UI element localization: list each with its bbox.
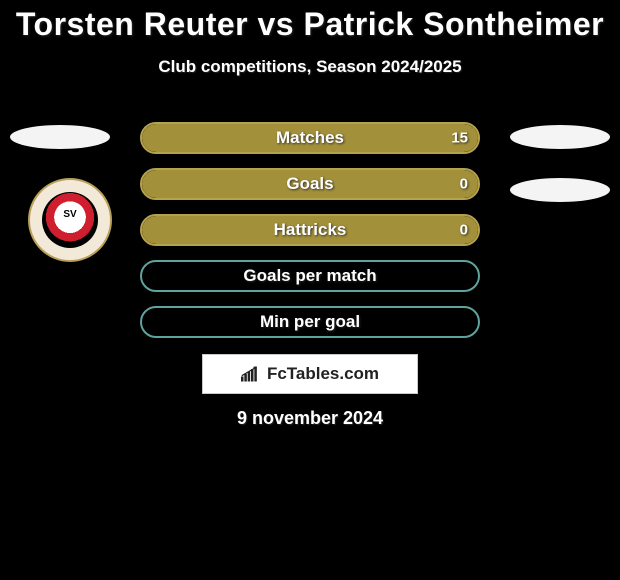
stat-bar-label: Goals per match bbox=[142, 266, 478, 286]
date: 9 november 2024 bbox=[0, 408, 620, 429]
stat-bar-label: Min per goal bbox=[142, 312, 478, 332]
stat-bar-fill bbox=[142, 216, 478, 244]
club-logo-inner: SV bbox=[42, 192, 98, 248]
stat-bar: Min per goal bbox=[140, 306, 480, 338]
stat-bars: Matches15 Goals0 Hattricks0 Goals per match… bbox=[140, 122, 480, 352]
stat-bar-fill bbox=[142, 124, 478, 152]
page-title: Torsten Reuter vs Patrick Sontheimer bbox=[0, 0, 620, 43]
stat-bar: Matches15 bbox=[140, 122, 480, 154]
stat-bar-right-value: 15 bbox=[451, 130, 468, 147]
club-logo-initials: SV bbox=[63, 209, 76, 220]
stat-bar-fill bbox=[142, 170, 478, 198]
brand-box: FcTables.com bbox=[202, 354, 418, 394]
club-logo: SV bbox=[28, 178, 112, 262]
stat-bar: Hattricks0 bbox=[140, 214, 480, 246]
stat-bar: Goals per match bbox=[140, 260, 480, 292]
stat-bar-right-value: 0 bbox=[460, 222, 468, 239]
stat-bar-right-value: 0 bbox=[460, 176, 468, 193]
right-player-oval-bot bbox=[510, 178, 610, 202]
subtitle: Club competitions, Season 2024/2025 bbox=[0, 57, 620, 77]
brand-name: FcTables.com bbox=[267, 364, 379, 384]
stat-bar: Goals0 bbox=[140, 168, 480, 200]
right-player-oval-top bbox=[510, 125, 610, 149]
brand-bars-icon bbox=[241, 366, 261, 382]
left-player-oval bbox=[10, 125, 110, 149]
